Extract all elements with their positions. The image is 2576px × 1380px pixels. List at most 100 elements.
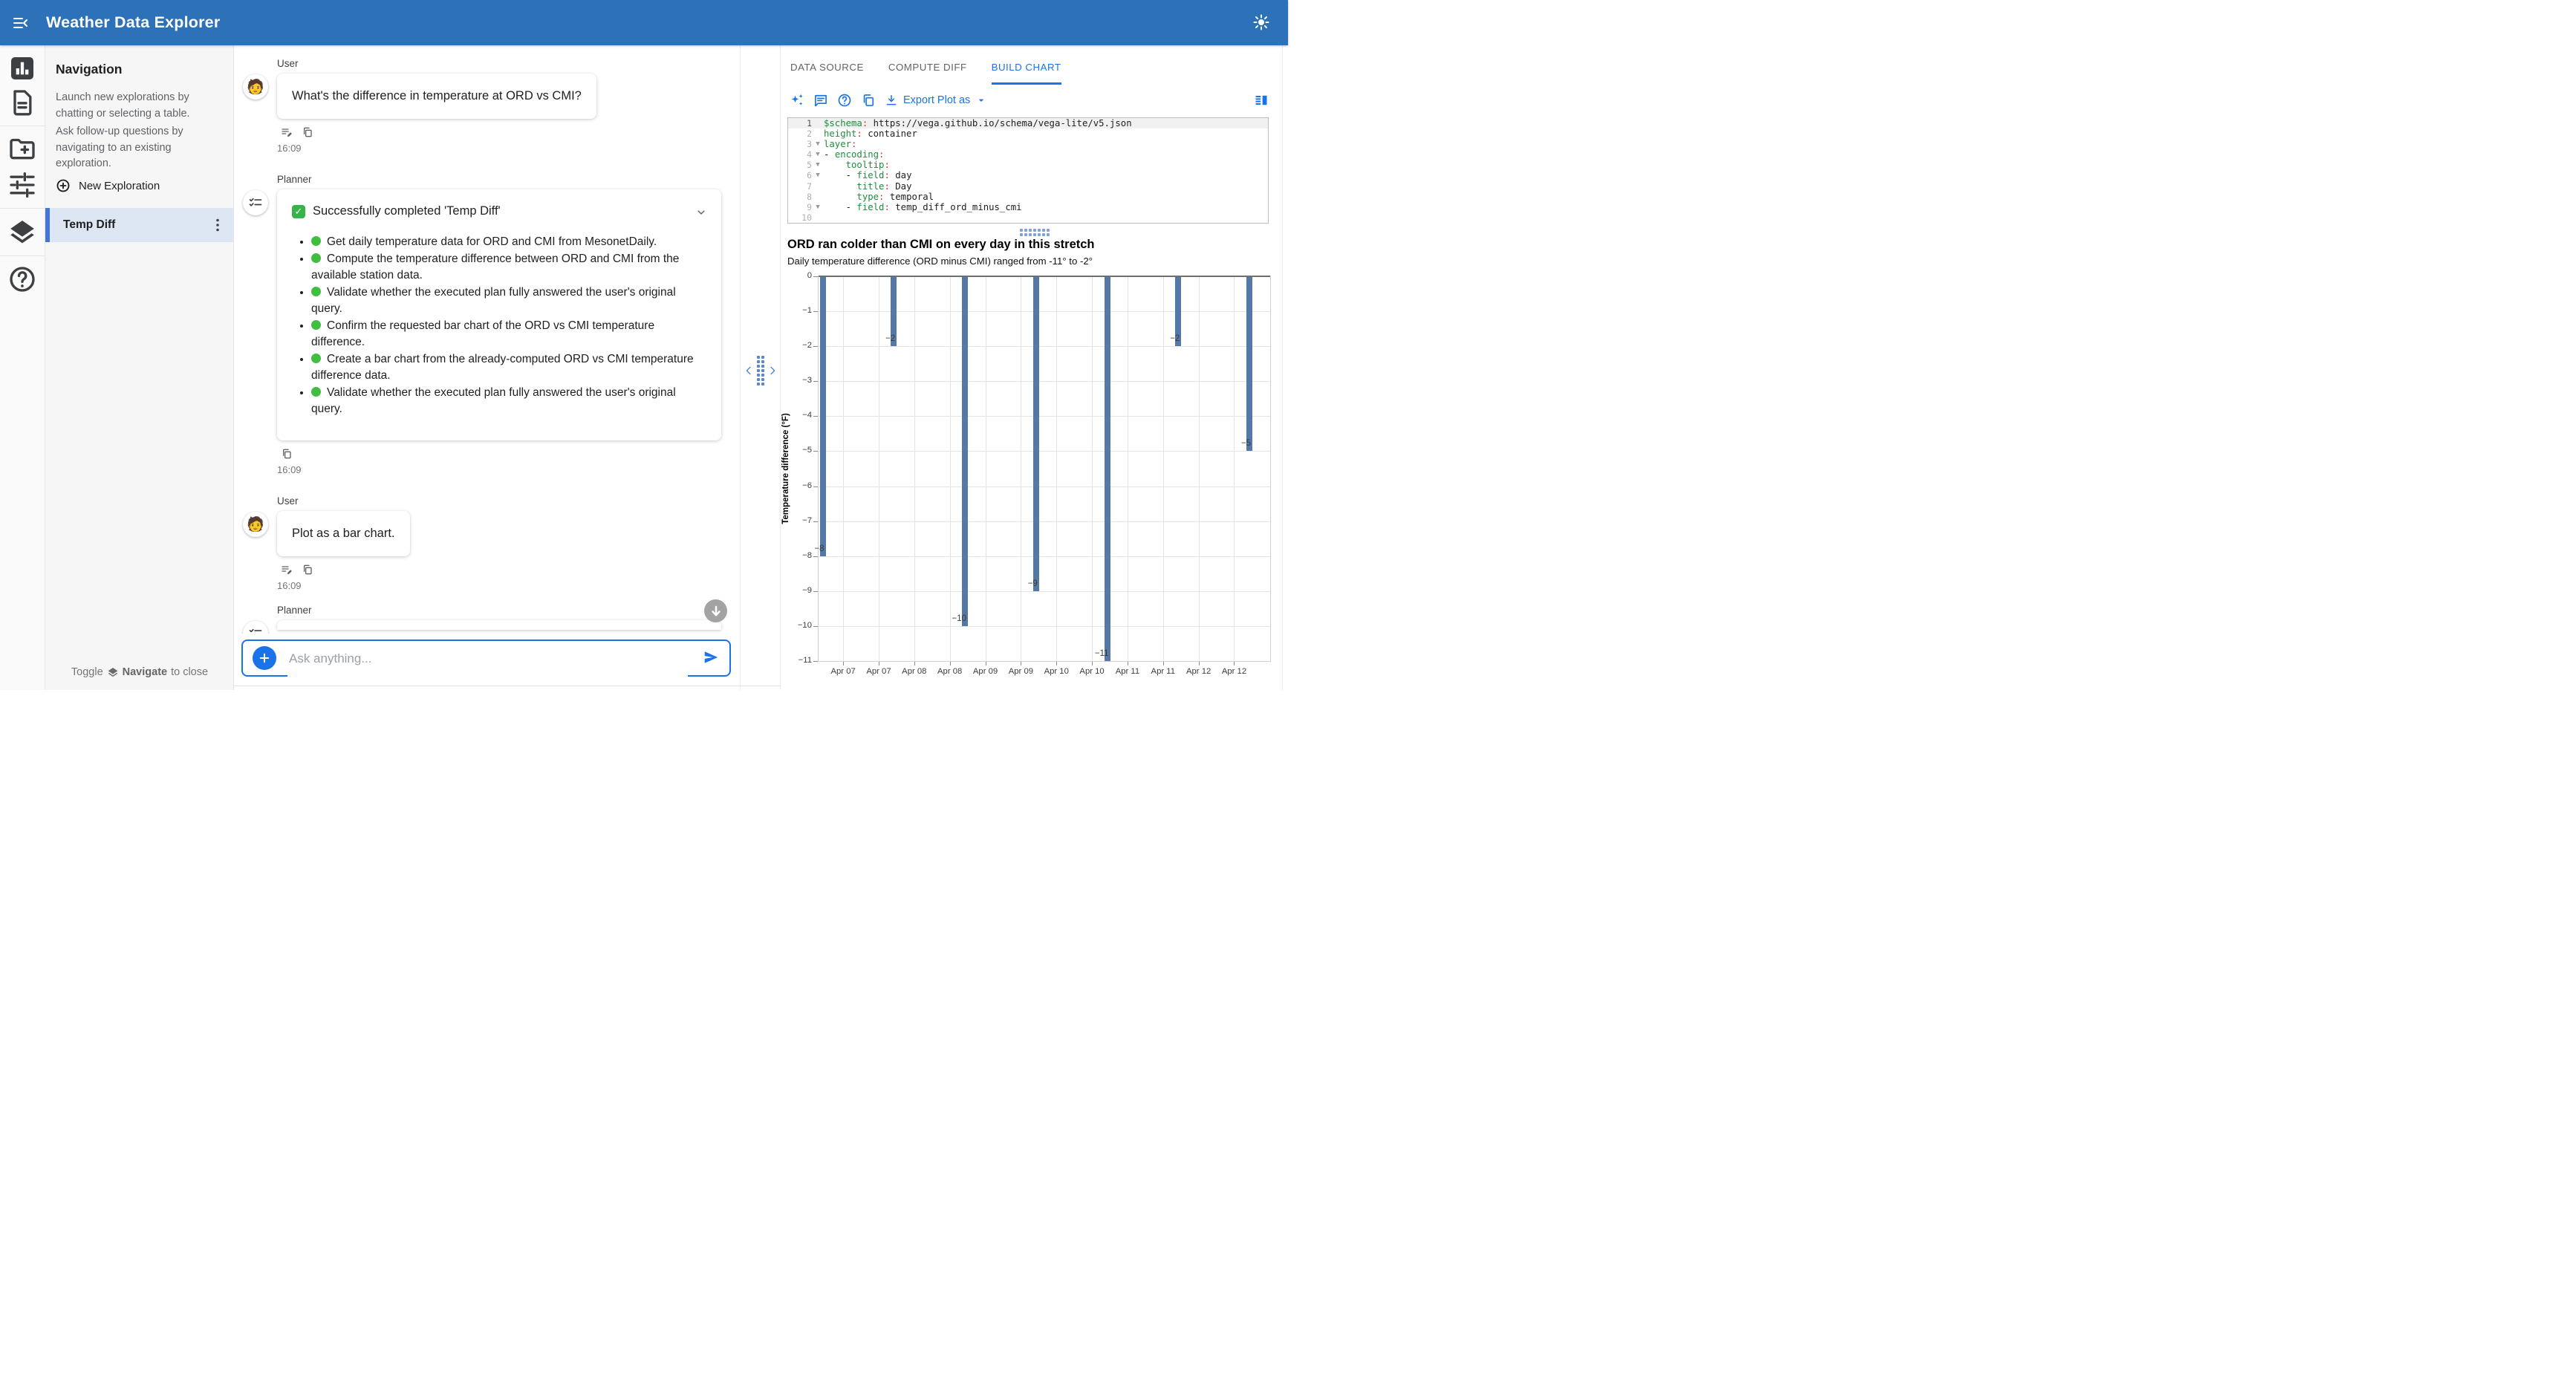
- fold-arrow-icon[interactable]: ▼: [812, 139, 824, 149]
- new-folder-icon[interactable]: [7, 134, 37, 164]
- vega-spec-editor[interactable]: 1$schema: https://vega.github.io/schema/…: [787, 117, 1269, 224]
- editor-line[interactable]: 4▼- encoding:: [788, 149, 1268, 160]
- planner-step-text: Get daily temperature data for ORD and C…: [327, 235, 657, 248]
- right-edge-divider: [1282, 45, 1283, 690]
- vertical-split-icon[interactable]: [1254, 93, 1269, 108]
- fold-arrow-icon[interactable]: ▼: [812, 170, 824, 180]
- comment-icon[interactable]: [813, 93, 828, 108]
- new-exploration-label: New Exploration: [79, 180, 160, 192]
- planner-step-text: Validate whether the executed plan fully…: [311, 386, 676, 416]
- fold-arrow-icon[interactable]: ▼: [812, 160, 824, 170]
- fold-arrow-icon[interactable]: ▼: [812, 149, 824, 160]
- x-tick-mark: [950, 662, 951, 665]
- editor-code: - encoding:: [824, 149, 1268, 160]
- editor-line[interactable]: 2height: container: [788, 128, 1268, 139]
- chevron-down-icon[interactable]: [695, 206, 708, 219]
- bar-value-label: −2: [1150, 334, 1180, 343]
- editor-line[interactable]: 5▼ tooltip:: [788, 160, 1268, 170]
- zero-baseline: [819, 276, 1270, 277]
- checklist-icon: [248, 626, 263, 634]
- y-tick-mark: [813, 591, 818, 592]
- editor-line[interactable]: 3▼layer:: [788, 139, 1268, 149]
- chat-input[interactable]: [287, 641, 688, 677]
- export-plot-button[interactable]: Export Plot as: [885, 94, 987, 107]
- y-tick-mark: [813, 451, 818, 452]
- editor-line-number: 6: [788, 170, 812, 180]
- fold-arrow-icon[interactable]: ▼: [812, 202, 824, 212]
- gridline: [819, 416, 1270, 417]
- sun-icon[interactable]: [1252, 13, 1270, 31]
- x-tick-label: Apr 12: [1222, 667, 1246, 676]
- plus-icon: [258, 651, 271, 665]
- document-icon[interactable]: [7, 88, 37, 117]
- copy-icon[interactable]: [281, 448, 293, 460]
- edit-icon[interactable]: [281, 564, 293, 576]
- y-tick-label: −1: [787, 306, 812, 315]
- kebab-menu-icon[interactable]: [209, 216, 227, 234]
- x-tick-mark: [1056, 662, 1057, 665]
- tab-compute-diff[interactable]: COMPUTE DIFF: [888, 62, 967, 85]
- chat-message: Planner: [277, 605, 740, 630]
- planner-avatar: [243, 190, 268, 215]
- editor-line[interactable]: 10: [788, 212, 1268, 223]
- app-title: Weather Data Explorer: [46, 13, 220, 32]
- tune-icon[interactable]: [7, 170, 37, 200]
- menu-open-icon[interactable]: [12, 14, 30, 32]
- auto-awesome-icon[interactable]: [790, 93, 804, 108]
- temp-diff-bar: [1246, 276, 1252, 451]
- editor-line-number: 5: [788, 160, 812, 170]
- chat-input-box[interactable]: [241, 639, 731, 677]
- scroll-to-bottom-button[interactable]: [704, 599, 727, 622]
- planner-step: Validate whether the executed plan fully…: [311, 385, 697, 418]
- user-message-bubble: What's the difference in temperature at …: [277, 74, 596, 119]
- analytics-icon[interactable]: [7, 53, 37, 83]
- caret-down-icon: [975, 94, 987, 106]
- x-tick-label: Apr 12: [1186, 667, 1211, 676]
- fold-gutter: [812, 181, 824, 192]
- exploration-label: Temp Diff: [63, 218, 115, 232]
- y-tick-label: −3: [787, 376, 812, 385]
- chat-message: User🧑What's the difference in temperatur…: [277, 58, 740, 154]
- y-tick-label: −7: [787, 516, 812, 525]
- editor-line[interactable]: 1$schema: https://vega.github.io/schema/…: [788, 118, 1268, 128]
- y-tick-mark: [813, 276, 818, 277]
- tab-build-chart[interactable]: BUILD CHART: [992, 62, 1061, 85]
- editor-resize-handle[interactable]: [781, 229, 1288, 236]
- send-icon[interactable]: [703, 649, 719, 665]
- editor-line[interactable]: 9▼ - field: temp_diff_ord_minus_cmi: [788, 202, 1268, 212]
- copy-icon[interactable]: [861, 93, 876, 108]
- layers-icon[interactable]: [7, 217, 37, 247]
- help-icon[interactable]: [837, 93, 852, 108]
- gridline: [914, 276, 915, 661]
- gridline: [1199, 276, 1200, 661]
- chat-message: User🧑Plot as a bar chart.16:09: [277, 495, 740, 591]
- y-tick-mark: [813, 381, 818, 382]
- message-actions: [281, 126, 740, 138]
- copy-icon[interactable]: [302, 126, 313, 138]
- drag-handle[interactable]: [757, 356, 764, 385]
- editor-line[interactable]: 6▼ - field: day: [788, 170, 1268, 180]
- editor-code: [824, 212, 1268, 223]
- planner-step-text: Create a bar chart from the already-comp…: [311, 353, 694, 383]
- tab-data-source[interactable]: DATA SOURCE: [790, 62, 864, 85]
- editor-line[interactable]: 8 type: temporal: [788, 192, 1268, 202]
- editor-line-number: 7: [788, 181, 812, 192]
- attach-button[interactable]: [253, 646, 276, 670]
- y-tick-mark: [813, 521, 818, 522]
- circle-plus-icon: [56, 178, 71, 193]
- gridline: [819, 556, 1270, 557]
- sidebar-item-temp-diff[interactable]: Temp Diff: [45, 208, 234, 242]
- green-dot-icon: [311, 287, 321, 296]
- help-icon[interactable]: [7, 264, 37, 294]
- collapse-left-icon[interactable]: [743, 365, 755, 377]
- collapse-right-icon[interactable]: [767, 365, 778, 377]
- copy-icon[interactable]: [302, 564, 313, 576]
- editor-code: tooltip:: [824, 160, 1268, 170]
- editor-line[interactable]: 7 title: Day: [788, 181, 1268, 192]
- edit-icon[interactable]: [281, 126, 293, 138]
- gridline: [819, 591, 1270, 592]
- fold-gutter: [812, 118, 824, 128]
- workspace-panel: DATA SOURCE COMPUTE DIFF BUILD CHART Exp…: [781, 45, 1288, 690]
- editor-line-number: 2: [788, 128, 812, 139]
- new-exploration-button[interactable]: New Exploration: [56, 178, 160, 193]
